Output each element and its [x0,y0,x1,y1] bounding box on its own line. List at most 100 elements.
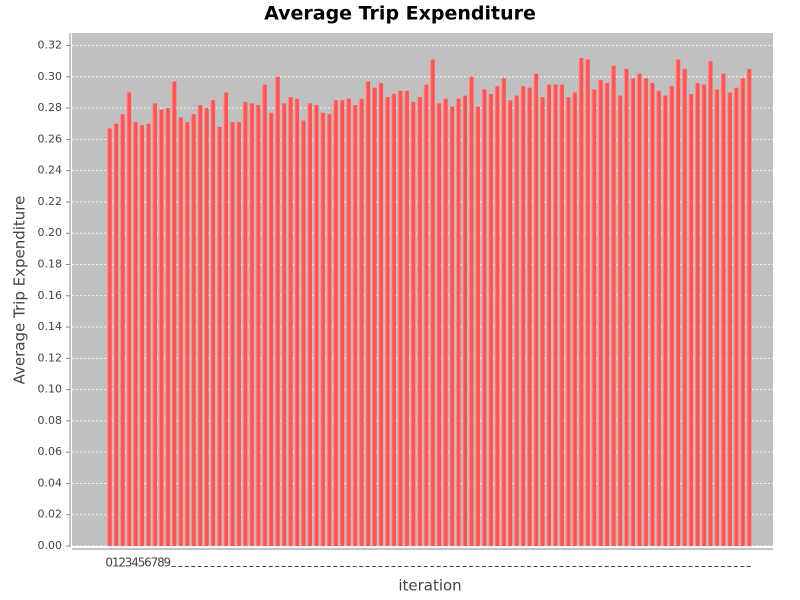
bar-highlight [726,92,732,547]
bar-highlight [423,84,429,547]
x-tick-ellipsis [268,566,273,567]
x-tick-ellipsis [514,566,519,567]
x-tick-ellipsis [171,566,176,567]
bar-highlight [113,123,119,547]
y-axis-label: Average Trip Expenditure [11,196,29,385]
x-tick-ellipsis [191,566,196,567]
y-tick-label: 0.08 [38,414,63,427]
y-tick-label: 0.30 [38,70,63,83]
bar-highlight [242,101,248,546]
x-tick-ellipsis [262,566,267,567]
x-tick-ellipsis [733,566,738,567]
x-tick-ellipsis [540,566,545,567]
x-tick-label: 7 [151,556,159,570]
x-tick-ellipsis [624,566,629,567]
y-tick-label: 0.14 [38,320,63,333]
x-tick-ellipsis [611,566,616,567]
x-tick-ellipsis [585,566,590,567]
x-tick-ellipsis [397,566,402,567]
y-tick-label: 0.04 [38,476,63,489]
bar-highlight [294,98,300,546]
x-tick-ellipsis [255,566,260,567]
x-tick-ellipsis [391,566,396,567]
x-tick-ellipsis [740,566,745,567]
x-tick-ellipsis [552,566,557,567]
bar-highlight [378,83,384,547]
bar-highlight [513,95,519,546]
bar-highlight [145,123,151,547]
bar-highlight [319,112,325,546]
y-tick-label: 0.32 [38,39,63,52]
x-tick-ellipsis [507,566,512,567]
x-tick-ellipsis [714,566,719,567]
y-tick-label: 0.12 [38,351,63,364]
bar-highlight [507,100,513,546]
bar-highlight [345,98,351,546]
x-tick-ellipsis [468,566,473,567]
x-tick-ellipsis [617,566,622,567]
x-tick-ellipsis [339,566,344,567]
bar-highlight [190,114,196,546]
bar-highlight [410,101,416,546]
bar-highlight [720,73,726,546]
bar-highlight [229,122,235,547]
bar-highlight [668,86,674,547]
bar-highlight [578,58,584,547]
x-tick-label: 6 [144,556,152,570]
bar-highlight [694,83,700,547]
bar-highlight [442,98,448,546]
x-tick-ellipsis [688,566,693,567]
bar-highlight [255,104,261,546]
bar-highlight [300,120,306,547]
x-tick-ellipsis [604,566,609,567]
bar-highlight [352,104,358,546]
x-tick-ellipsis [223,566,228,567]
x-tick-ellipsis [682,566,687,567]
y-tick-label: 0.24 [38,164,63,177]
x-tick-ellipsis [449,566,454,567]
bar-highlight [358,98,364,546]
x-tick-ellipsis [404,566,409,567]
bar-highlight [468,76,474,546]
x-tick-ellipsis [643,566,648,567]
bar-highlight [139,125,145,546]
bar-highlight [642,78,648,547]
y-tick-label: 0.02 [38,508,63,521]
bar-highlight [533,73,539,546]
x-tick-ellipsis [565,566,570,567]
bar-highlight [171,81,177,547]
x-tick-ellipsis [204,566,209,567]
x-tick-ellipsis [675,566,680,567]
bar-highlight [526,87,532,547]
x-tick-label: 1 [112,556,120,570]
x-tick-ellipsis [346,566,351,567]
bar-highlight [546,84,552,547]
y-tick-label: 0.16 [38,289,63,302]
bar-highlight [235,122,241,547]
bar-highlight [339,100,345,546]
x-tick-ellipsis [333,566,338,567]
y-tick-label: 0.00 [38,539,63,552]
bar-highlight [429,59,435,547]
bar-highlight [629,78,635,547]
x-tick-ellipsis [669,566,674,567]
x-tick-ellipsis [481,566,486,567]
x-tick-ellipsis [546,566,551,567]
x-tick-ellipsis [662,566,667,567]
x-tick-ellipsis [359,566,364,567]
x-tick-ellipsis [456,566,461,567]
x-tick-ellipsis [423,566,428,567]
bar-highlight [210,100,216,546]
bar-highlight [365,81,371,547]
x-tick-ellipsis [443,566,448,567]
x-tick-ellipsis [210,566,215,567]
bar-highlight [707,61,713,547]
bar-highlight [158,109,164,546]
bar-highlight [746,68,752,546]
x-tick-ellipsis [184,566,189,567]
bar-highlight [584,59,590,547]
x-tick-label: 4 [131,556,139,570]
bar-highlight [662,95,668,546]
x-tick-ellipsis [385,566,390,567]
